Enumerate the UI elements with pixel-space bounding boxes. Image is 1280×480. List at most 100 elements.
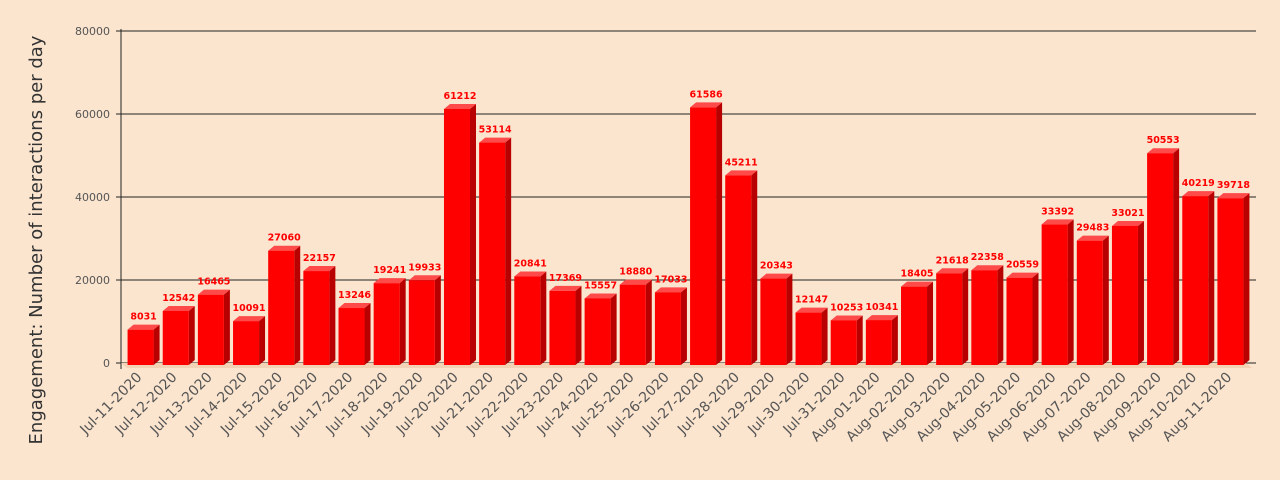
bar-value-label: 20343	[760, 261, 793, 272]
bar-side	[1243, 193, 1250, 365]
bar-side	[469, 103, 476, 365]
bar-top	[901, 281, 934, 287]
bar-front	[619, 284, 646, 365]
bar	[373, 278, 406, 365]
bar-side	[223, 289, 230, 365]
bar-side	[1067, 219, 1074, 365]
bar-front	[197, 294, 224, 365]
bar-top	[514, 271, 547, 277]
bar-top	[408, 275, 441, 281]
bar	[162, 305, 195, 365]
bar	[901, 281, 934, 365]
bar-side	[540, 271, 547, 365]
bar	[197, 289, 230, 365]
bar-side	[259, 316, 266, 365]
bar-value-label: 10091	[233, 303, 266, 314]
chart-floor	[121, 363, 1252, 368]
bar	[830, 315, 863, 365]
bar-side	[1102, 235, 1109, 365]
bar-top	[268, 245, 301, 251]
bar-front	[725, 175, 752, 365]
bar-front	[303, 271, 330, 365]
y-tick-label: 60000	[75, 108, 110, 121]
bar-front	[268, 250, 295, 365]
bar-side	[997, 265, 1004, 365]
bar-front	[338, 308, 365, 365]
bar-side	[294, 245, 301, 365]
bar-front	[373, 283, 400, 365]
bar-top	[936, 268, 969, 274]
bar-side	[399, 278, 406, 365]
bar-front	[408, 280, 435, 365]
bar-side	[962, 268, 969, 365]
bar	[303, 266, 336, 365]
bar-side	[1137, 220, 1144, 365]
bar-side	[610, 293, 617, 365]
bar-top	[338, 303, 371, 309]
bar-value-label: 27060	[268, 233, 301, 244]
bar-value-label: 20841	[514, 259, 547, 270]
bar	[1147, 148, 1180, 365]
bar-value-label: 10341	[865, 302, 898, 313]
bar-front	[690, 107, 717, 366]
bar-front	[936, 273, 963, 365]
bar-top	[479, 137, 512, 143]
bar-front	[1076, 240, 1103, 365]
bar-top	[1147, 148, 1180, 154]
bar-value-label: 22157	[303, 253, 336, 264]
bar-top	[795, 307, 828, 313]
bar-side	[505, 137, 512, 365]
bar	[865, 315, 898, 365]
bar-top	[1041, 219, 1074, 225]
bar-value-label: 53114	[479, 125, 512, 136]
bar-top	[1006, 272, 1039, 278]
bar-value-label: 45211	[725, 157, 758, 168]
bar-value-label: 33392	[1041, 206, 1074, 217]
bar-side	[575, 285, 582, 365]
bar-top	[549, 285, 582, 291]
bar-value-label: 33021	[1111, 208, 1144, 219]
bar-top	[830, 315, 863, 321]
bar-top	[1217, 193, 1250, 199]
bar-front	[1147, 153, 1174, 365]
y-axis-title: Engagement: Number of interactions per d…	[26, 35, 47, 444]
bar-top	[865, 315, 898, 321]
bar-value-label: 10253	[830, 302, 863, 313]
bar-side	[716, 102, 723, 366]
bar	[654, 287, 687, 365]
bar-front	[162, 310, 189, 365]
bar-front	[1217, 198, 1244, 365]
bar	[725, 170, 758, 365]
bar-value-label: 19933	[408, 262, 441, 273]
bar-side	[786, 273, 793, 365]
bar	[443, 103, 476, 365]
bar-top	[373, 278, 406, 284]
y-tick-label: 0	[103, 357, 110, 370]
bar-side	[364, 303, 371, 365]
bar-top	[443, 103, 476, 109]
bar	[127, 324, 160, 365]
bar	[936, 268, 969, 365]
bar	[1041, 219, 1074, 365]
bar-top	[690, 102, 723, 108]
bar-value-label: 39718	[1217, 180, 1250, 191]
bar-front	[1111, 225, 1138, 365]
bar	[1217, 193, 1250, 365]
bar	[690, 102, 723, 366]
bar	[479, 137, 512, 365]
bar	[584, 293, 617, 365]
bar-front	[795, 312, 822, 365]
bar-front	[1041, 224, 1068, 365]
bar	[549, 285, 582, 365]
bar	[1111, 220, 1144, 365]
bar-side	[329, 266, 336, 365]
bar-value-label: 17033	[654, 274, 687, 285]
bar-top	[197, 289, 230, 295]
bar-value-label: 12147	[795, 295, 828, 306]
bar-top	[1111, 220, 1144, 226]
bar-front	[514, 276, 541, 365]
bar-side	[751, 170, 758, 365]
bar-value-label: 21618	[936, 255, 969, 266]
bar-side	[927, 281, 934, 365]
